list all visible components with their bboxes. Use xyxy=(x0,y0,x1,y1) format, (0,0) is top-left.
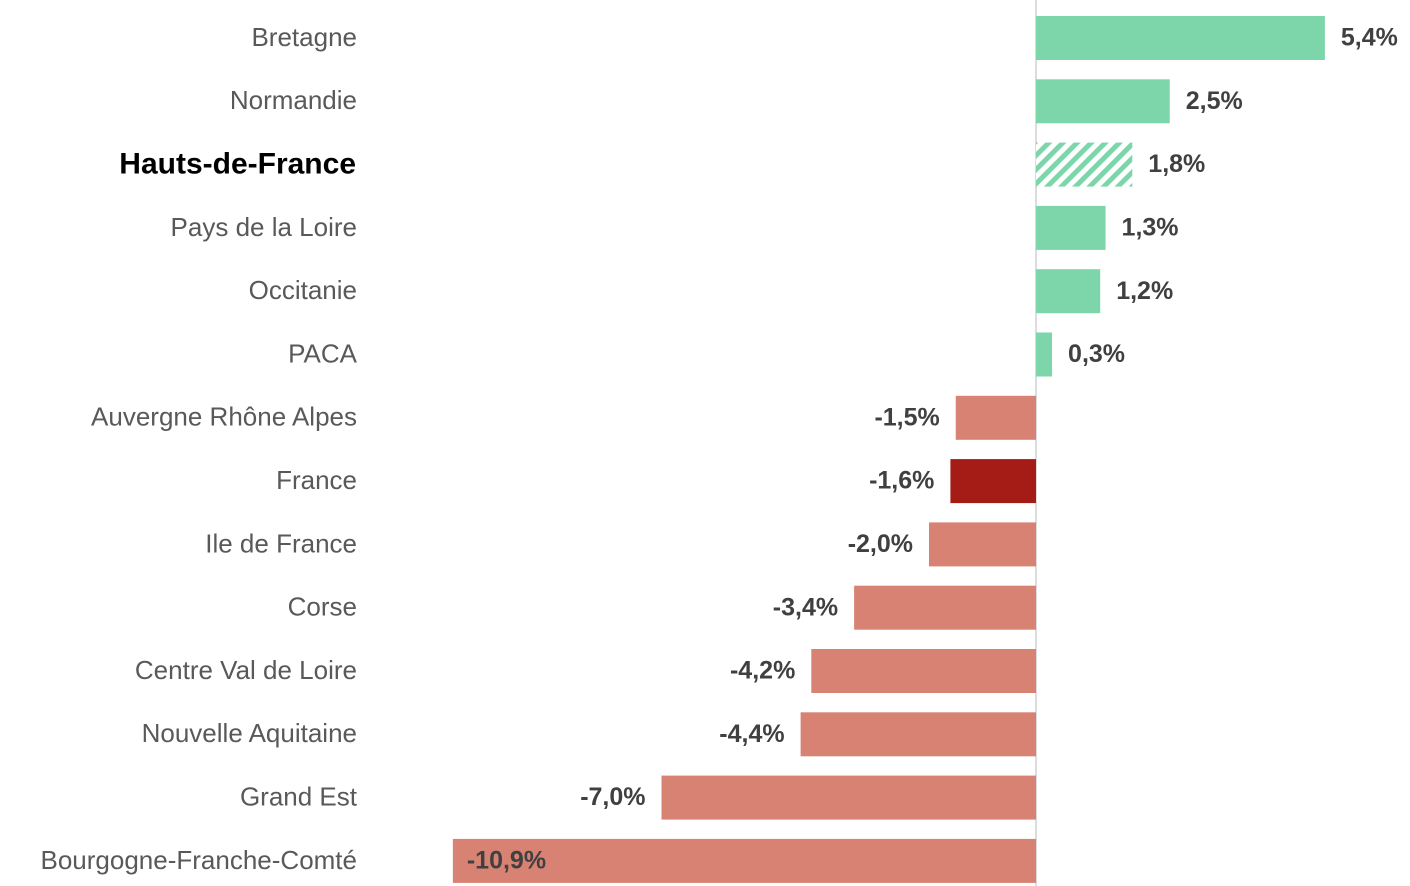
bar xyxy=(452,838,1037,883)
value-label: -4,2% xyxy=(730,657,795,685)
bar xyxy=(1036,79,1170,124)
category-label: Centre Val de Loire xyxy=(135,655,357,685)
bar xyxy=(1036,205,1106,250)
bar xyxy=(1036,16,1325,60)
category-label: Nouvelle Aquitaine xyxy=(142,718,357,748)
category-label: Ile de France xyxy=(205,528,357,558)
category-label: Bourgogne-Franche-Comté xyxy=(41,845,358,875)
bar xyxy=(800,712,1036,757)
value-label: -2,0% xyxy=(848,530,913,558)
value-label: 2,5% xyxy=(1186,87,1243,115)
category-label: France xyxy=(276,465,357,495)
bar xyxy=(1036,332,1053,377)
value-label: 5,4% xyxy=(1341,24,1398,52)
bar xyxy=(1036,269,1101,314)
category-label: Normandie xyxy=(230,85,357,115)
category-label: Auvergne Rhône Alpes xyxy=(91,402,357,432)
category-label: Hauts-de-France xyxy=(119,148,356,181)
bar xyxy=(661,775,1036,820)
bar xyxy=(955,395,1036,440)
value-label: -4,4% xyxy=(719,720,784,748)
value-label: 1,3% xyxy=(1122,214,1179,242)
value-label: 0,3% xyxy=(1068,340,1125,368)
bar xyxy=(854,585,1036,630)
bar xyxy=(811,649,1036,693)
category-label: Pays de la Loire xyxy=(171,212,357,242)
value-label: -10,9% xyxy=(467,847,546,875)
bar xyxy=(1036,142,1133,187)
value-label: -3,4% xyxy=(773,593,838,621)
value-label: 1,2% xyxy=(1116,277,1173,305)
category-label: Bretagne xyxy=(251,22,357,52)
value-label: -7,0% xyxy=(580,783,645,811)
category-label: PACA xyxy=(288,338,358,368)
value-label: -1,6% xyxy=(869,467,934,495)
category-label: Grand Est xyxy=(240,781,358,811)
bar xyxy=(950,459,1036,504)
category-label: Corse xyxy=(288,592,357,622)
bar xyxy=(929,522,1036,567)
category-label: Occitanie xyxy=(249,275,357,305)
value-label: 1,8% xyxy=(1148,150,1205,178)
value-label: -1,5% xyxy=(874,403,939,431)
